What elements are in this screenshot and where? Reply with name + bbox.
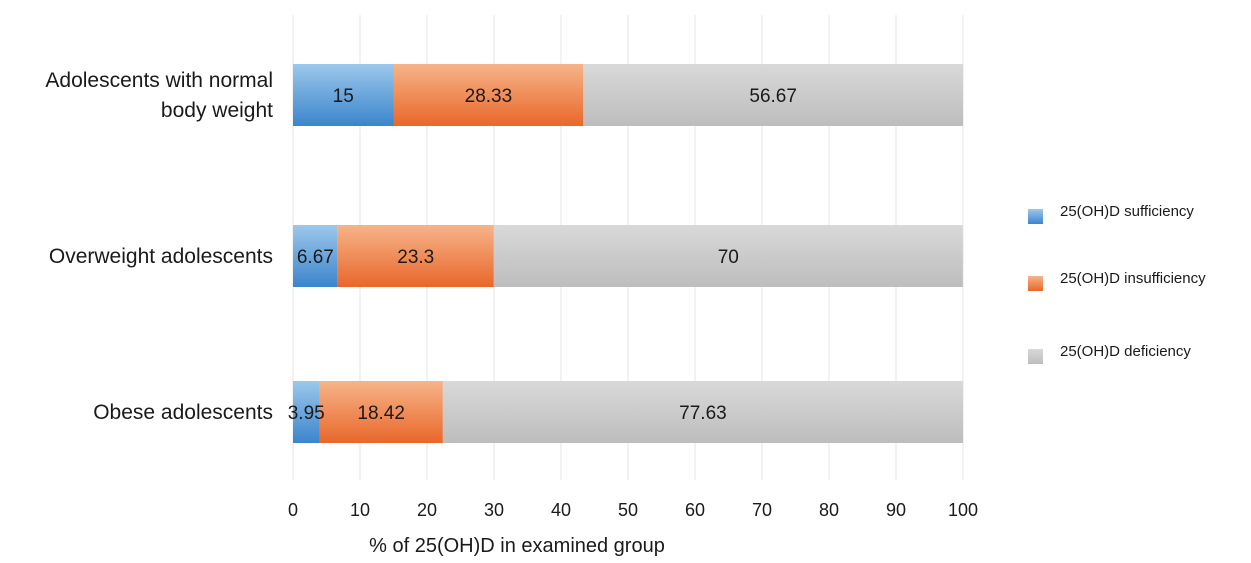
data-labels: 15 28.33 56.67 6.67 23.3 70 3.95 18.42 77.63 (288, 86, 797, 424)
data-label-2-3: 70 (718, 247, 739, 268)
data-label-3-3: 77.63 (679, 403, 727, 424)
x-tick-label-90: 90 (886, 500, 906, 520)
legend-label-3: 25(OH)D deficiency (1060, 343, 1191, 360)
bar-segment-3-1 (293, 381, 320, 443)
category-label-3-line-1: Obese adolescents (93, 401, 273, 424)
bar-segment-1-2 (393, 64, 584, 126)
data-label-3-2: 18.42 (357, 403, 405, 424)
x-tick-label-30: 30 (484, 500, 504, 520)
category-label-1-line-1: Adolescents with normal (45, 69, 273, 92)
x-tick-label-20: 20 (417, 500, 437, 520)
category-labels: Adolescents with normal body weight Overwe… (45, 69, 273, 424)
x-tick-label-0: 0 (288, 500, 298, 520)
data-label-3-1: 3.95 (288, 403, 325, 424)
x-tick-label-50: 50 (618, 500, 638, 520)
x-tick-label-40: 40 (551, 500, 571, 520)
x-tick-label-80: 80 (819, 500, 839, 520)
category-label-1-line-2: body weight (161, 99, 273, 122)
legend-label-1: 25(OH)D sufficiency (1060, 203, 1194, 220)
x-axis-title: % of 25(OH)D in examined group (369, 535, 665, 557)
data-label-1-1: 15 (333, 86, 354, 107)
x-tick-label-70: 70 (752, 500, 772, 520)
data-label-2-2: 23.3 (397, 247, 434, 268)
legend: 25(OH)D sufficiency 25(OH)D insufficiency… (1028, 203, 1206, 364)
x-tick-label-60: 60 (685, 500, 705, 520)
bars (293, 64, 963, 443)
legend-label-2: 25(OH)D insufficiency (1060, 270, 1206, 287)
bar-segment-1-1 (293, 64, 394, 126)
x-tick-label-100: 100 (948, 500, 978, 520)
legend-swatch-1 (1028, 209, 1043, 224)
bar-segment-2-3 (493, 225, 963, 287)
bar-segment-3-2 (319, 381, 443, 443)
data-label-1-3: 56.67 (749, 86, 797, 107)
data-label-2-1: 6.67 (297, 247, 334, 268)
x-tick-label-10: 10 (350, 500, 370, 520)
bar-segment-2-2 (337, 225, 494, 287)
legend-swatch-2 (1028, 276, 1043, 291)
bar-segment-2-1 (293, 225, 338, 287)
bar-segment-3-3 (442, 381, 963, 443)
legend-swatch-3 (1028, 349, 1043, 364)
bar-segment-1-3 (583, 64, 963, 126)
category-label-2-line-1: Overweight adolescents (49, 245, 273, 268)
x-tick-labels: 0 10 20 30 40 50 60 70 80 90 100 (288, 500, 978, 520)
data-label-1-2: 28.33 (465, 86, 513, 107)
